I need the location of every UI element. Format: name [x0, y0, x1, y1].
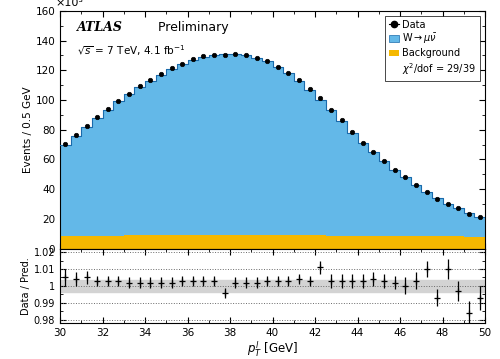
Bar [252, 59, 262, 236]
Bar [304, 236, 315, 249]
Text: $\sqrt{s}$ = 7 TeV, 4.1 fb$^{-1}$: $\sqrt{s}$ = 7 TeV, 4.1 fb$^{-1}$ [77, 43, 186, 58]
Bar [336, 121, 347, 236]
Bar [145, 236, 156, 249]
Bar [336, 236, 347, 249]
X-axis label: $p_T^l$ [GeV]: $p_T^l$ [GeV] [247, 339, 298, 359]
Bar [410, 185, 421, 236]
Bar [177, 236, 188, 249]
Bar [240, 55, 252, 236]
Bar [304, 90, 315, 236]
Bar [453, 208, 464, 237]
Bar [92, 236, 102, 249]
Bar [390, 170, 400, 236]
Bar [326, 236, 336, 249]
Bar [209, 55, 220, 236]
Bar [315, 100, 326, 236]
Bar [81, 127, 92, 236]
Bar [294, 81, 304, 236]
Bar [358, 143, 368, 236]
Bar [209, 236, 220, 249]
Bar [464, 237, 474, 249]
Bar [347, 133, 358, 236]
Bar [283, 73, 294, 236]
Bar [124, 94, 134, 236]
Bar [113, 236, 124, 249]
Bar [198, 236, 209, 249]
Bar [60, 236, 70, 249]
Bar [252, 236, 262, 249]
Bar [368, 152, 379, 236]
Bar [70, 136, 81, 236]
Bar [421, 236, 432, 249]
Text: ATLAS: ATLAS [77, 22, 123, 34]
Bar [410, 236, 421, 249]
Bar [368, 236, 379, 249]
Legend: Data, W$\rightarrow \mu\bar{\nu}$, Background, $\chi^2$/dof = 29/39: Data, W$\rightarrow \mu\bar{\nu}$, Backg… [385, 16, 480, 80]
Bar [81, 236, 92, 249]
Bar [379, 161, 390, 236]
Bar [145, 81, 156, 236]
Bar [400, 177, 410, 236]
Bar [166, 69, 177, 236]
Bar [134, 236, 145, 249]
Bar [432, 236, 442, 249]
Bar [92, 118, 102, 236]
Bar [464, 213, 474, 237]
Bar [442, 236, 453, 249]
Text: ×10³: ×10³ [56, 0, 84, 8]
Bar [474, 217, 485, 237]
Y-axis label: Data / Pred.: Data / Pred. [21, 257, 31, 315]
Bar [102, 236, 113, 249]
Bar [156, 75, 166, 236]
Bar [220, 54, 230, 236]
Bar [294, 236, 304, 249]
Bar [124, 236, 134, 249]
Bar [474, 237, 485, 249]
Bar [156, 236, 166, 249]
Bar [188, 236, 198, 249]
Bar [60, 280, 485, 292]
Bar [177, 64, 188, 236]
Bar [60, 145, 70, 236]
Bar [432, 198, 442, 236]
Bar [240, 236, 252, 249]
Bar [262, 236, 272, 249]
Bar [390, 236, 400, 249]
Bar [379, 236, 390, 249]
Bar [198, 57, 209, 236]
Bar [283, 236, 294, 249]
Bar [113, 102, 124, 236]
Bar [272, 67, 283, 236]
Bar [102, 109, 113, 236]
Bar [421, 192, 432, 236]
Bar [315, 236, 326, 249]
Bar [442, 204, 453, 236]
Bar [230, 236, 240, 249]
Bar [166, 236, 177, 249]
Bar [230, 54, 240, 236]
Bar [220, 236, 230, 249]
Bar [400, 236, 410, 249]
Bar [453, 237, 464, 249]
Text: Preliminary: Preliminary [154, 22, 228, 34]
Bar [70, 236, 81, 249]
Y-axis label: Events / 0.5 GeV: Events / 0.5 GeV [22, 87, 32, 173]
Bar [272, 236, 283, 249]
Bar [347, 236, 358, 249]
Bar [188, 60, 198, 236]
Bar [134, 87, 145, 236]
Bar [358, 236, 368, 249]
Bar [262, 61, 272, 236]
Bar [326, 111, 336, 236]
